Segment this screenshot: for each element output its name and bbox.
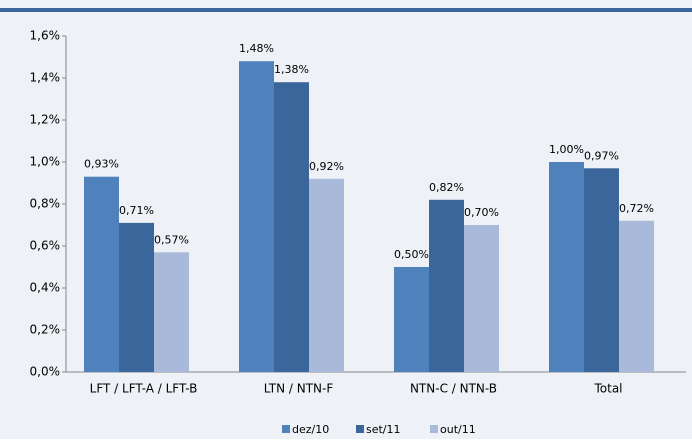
x-tick-label: LTN / NTN-F (264, 382, 334, 396)
y-tick-label: 1,2% (30, 113, 61, 127)
value-label: 0,72% (619, 202, 654, 215)
value-label: 0,97% (584, 149, 619, 162)
value-label: 0,50% (394, 248, 429, 261)
bar (119, 222, 154, 372)
y-tick-label: 1,4% (30, 71, 61, 85)
y-tick-label: 1,0% (30, 155, 61, 169)
y-tick-label: 0,4% (30, 281, 61, 295)
bar (584, 168, 619, 372)
bar (429, 199, 464, 372)
bar (549, 162, 584, 372)
x-tick-label: NTN-C / NTN-B (410, 382, 497, 396)
value-label: 0,93% (84, 158, 119, 171)
value-label: 0,70% (464, 206, 499, 219)
legend-swatch (282, 425, 290, 433)
bar (274, 82, 309, 372)
bar (84, 176, 119, 372)
x-tick-label: Total (593, 382, 622, 396)
legend-label: set/11 (366, 423, 401, 436)
bar (309, 178, 344, 372)
value-label: 0,92% (309, 160, 344, 173)
bar (239, 61, 274, 372)
value-label: 0,71% (119, 204, 154, 217)
legend-swatch (356, 425, 364, 433)
value-label: 1,38% (274, 63, 309, 76)
y-tick-label: 0,2% (30, 323, 61, 337)
top-rule (0, 8, 692, 12)
legend-label: dez/10 (292, 423, 329, 436)
bar (619, 220, 654, 372)
value-label: 0,57% (154, 233, 189, 246)
bar (464, 225, 499, 372)
y-tick-label: 0,8% (30, 197, 61, 211)
bar (394, 267, 429, 372)
y-tick-label: 0,6% (30, 239, 61, 253)
x-tick-label: LFT / LFT-A / LFT-B (90, 382, 198, 396)
value-label: 1,48% (239, 42, 274, 55)
y-tick-label: 1,6% (30, 29, 61, 43)
bar (154, 252, 189, 372)
legend-swatch (430, 425, 438, 433)
legend-label: out/11 (440, 423, 476, 436)
value-label: 0,82% (429, 181, 464, 194)
y-tick-label: 0,0% (30, 365, 61, 379)
value-label: 1,00% (549, 143, 584, 156)
